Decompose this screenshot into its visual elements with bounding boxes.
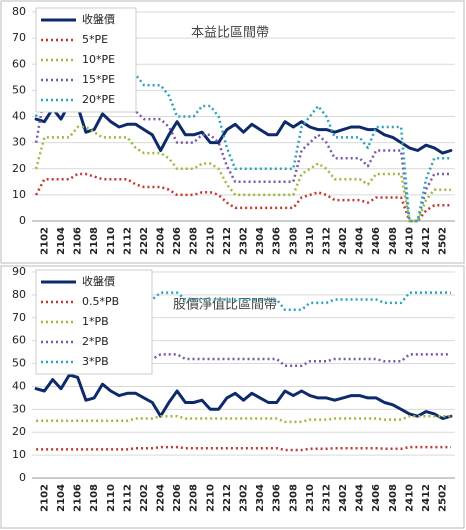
x-tick-label: 2312 — [321, 484, 332, 512]
x-tick-label: 2502 — [438, 484, 449, 512]
legend-label: 5*PE — [82, 33, 108, 46]
x-tick-label: 2206 — [172, 484, 183, 512]
y-tick-label: 30 — [12, 136, 26, 149]
x-tick-label: 2202 — [139, 227, 150, 255]
x-tick-label: 2110 — [106, 484, 117, 512]
y-tick-label: 40 — [12, 379, 26, 392]
x-tick-label: 2408 — [388, 484, 399, 512]
x-tick-label: 2108 — [89, 484, 100, 512]
y-tick-label: 0 — [19, 471, 26, 484]
x-tick-label: 2404 — [355, 227, 366, 255]
x-tick-label: 2402 — [338, 227, 349, 255]
x-tick-label: 2306 — [272, 227, 283, 255]
y-tick-label: 30 — [12, 402, 26, 415]
legend-label: 2*PB — [82, 335, 109, 348]
y-tick-label: 80 — [12, 5, 26, 18]
x-tick-label: 2202 — [139, 484, 150, 512]
x-tick-label: 2406 — [371, 227, 382, 255]
x-tick-label: 2312 — [321, 227, 332, 255]
series-line — [36, 291, 451, 312]
y-tick-label: 20 — [12, 425, 26, 438]
x-tick-label: 2204 — [156, 227, 167, 255]
x-tick-label: 2112 — [122, 484, 133, 512]
x-tick-label: 2410 — [404, 227, 415, 255]
x-tick-label: 2310 — [305, 227, 316, 255]
y-tick-label: 0 — [19, 214, 26, 227]
y-tick-label: 70 — [12, 31, 26, 44]
x-tick-label: 2404 — [355, 484, 366, 512]
series-line — [34, 125, 451, 223]
series-line — [34, 172, 451, 223]
y-tick-label: 60 — [12, 334, 26, 347]
y-tick-label: 80 — [12, 288, 26, 301]
x-tick-label: 2210 — [205, 227, 216, 255]
y-tick-label: 10 — [12, 448, 26, 461]
x-tick-label: 2304 — [255, 484, 266, 512]
x-tick-label: 2412 — [421, 227, 432, 255]
legend-label: 0.5*PB — [82, 295, 119, 308]
x-tick-label: 2406 — [371, 484, 382, 512]
x-tick-label: 2108 — [89, 227, 100, 255]
y-tick-label: 60 — [12, 57, 26, 70]
x-tick-label: 2102 — [39, 227, 50, 255]
legend-label: 20*PE — [82, 93, 115, 106]
x-tick-label: 2206 — [172, 227, 183, 255]
x-tick-label: 2304 — [255, 227, 266, 255]
x-tick-label: 2104 — [56, 227, 67, 255]
x-tick-label: 2308 — [288, 227, 299, 255]
legend-label: 收盤價 — [82, 12, 115, 26]
y-tick-label: 50 — [12, 83, 26, 96]
y-tick-label: 50 — [12, 357, 26, 370]
x-tick-label: 2412 — [421, 484, 432, 512]
y-tick-label: 20 — [12, 162, 26, 175]
y-tick-label: 70 — [12, 311, 26, 324]
x-tick-label: 2212 — [222, 484, 233, 512]
legend-label: 15*PE — [82, 73, 115, 86]
x-tick-label: 2408 — [388, 227, 399, 255]
x-tick-label: 2112 — [122, 227, 133, 255]
x-tick-label: 2208 — [189, 227, 200, 255]
x-tick-label: 2306 — [272, 484, 283, 512]
legend-label: 10*PE — [82, 53, 115, 66]
series-line — [34, 101, 453, 155]
x-tick-label: 2302 — [239, 227, 250, 255]
x-tick-label: 2212 — [222, 227, 233, 255]
series-line — [34, 373, 453, 420]
legend-label: 1*PB — [82, 315, 109, 328]
x-tick-label: 2204 — [156, 484, 167, 512]
x-tick-label: 2410 — [404, 484, 415, 512]
x-tick-label: 2102 — [39, 484, 50, 512]
chart-title: 本益比區間帶 — [191, 26, 269, 41]
legend-label: 3*PB — [82, 355, 109, 368]
series-line — [36, 353, 451, 368]
x-tick-label: 2308 — [288, 484, 299, 512]
y-tick-label: 10 — [12, 188, 26, 201]
x-tick-label: 2302 — [239, 484, 250, 512]
x-tick-label: 2110 — [106, 227, 117, 255]
series-line — [36, 445, 451, 452]
x-tick-label: 2402 — [338, 484, 349, 512]
x-tick-label: 2106 — [73, 484, 84, 512]
x-tick-label: 2210 — [205, 484, 216, 512]
legend-label: 收盤價 — [82, 274, 115, 288]
x-tick-label: 2310 — [305, 484, 316, 512]
x-tick-label: 2106 — [73, 227, 84, 255]
y-tick-label: 40 — [12, 110, 26, 123]
legend-box — [35, 269, 153, 375]
x-tick-label: 2104 — [56, 484, 67, 512]
x-tick-label: 2208 — [189, 484, 200, 512]
x-tick-label: 2502 — [438, 227, 449, 255]
y-tick-label: 90 — [12, 265, 26, 278]
